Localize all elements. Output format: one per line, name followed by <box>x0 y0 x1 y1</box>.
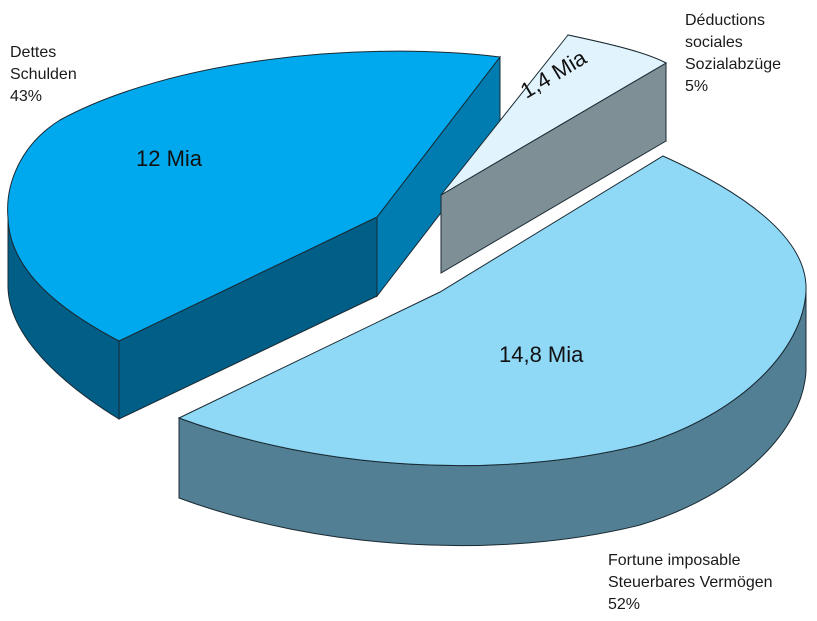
slice-taxable-wealth-value-label: 14,8 Mia <box>499 342 584 367</box>
legend-debts-label-fr: Dettes <box>10 44 57 61</box>
legend-social-deductions-label-fr-line2: sociales <box>685 34 743 51</box>
slice-debts-top <box>7 50 501 342</box>
legend-taxable-wealth-label-fr: Fortune imposable <box>608 552 741 569</box>
legend-social-deductions: Déductions sociales Sozialabzüge 5% <box>685 10 781 98</box>
legend-social-deductions-label-de: Sozialabzüge <box>685 56 782 73</box>
legend-debts-label-de: Schulden <box>10 66 77 83</box>
slice-social-deductions <box>440 34 668 274</box>
legend-social-deductions-label-fr-line1: Déductions <box>685 12 766 29</box>
slice-taxable-wealth-top <box>177 155 807 467</box>
legend-debts: Dettes Schulden 43% <box>10 42 77 108</box>
legend-taxable-wealth-percent: 52% <box>608 596 641 613</box>
legend-taxable-wealth: Fortune imposable Steuerbares Vermögen 5… <box>608 550 773 616</box>
slice-debts <box>7 50 501 420</box>
legend-social-deductions-percent: 5% <box>685 78 709 95</box>
slice-debts-value-label: 12 Mia <box>136 146 203 171</box>
legend-taxable-wealth-label-de: Steuerbares Vermögen <box>608 574 773 591</box>
slice-taxable-wealth <box>177 155 807 547</box>
slice-social-deductions-top <box>440 34 668 196</box>
legend-debts-percent: 43% <box>10 88 43 105</box>
